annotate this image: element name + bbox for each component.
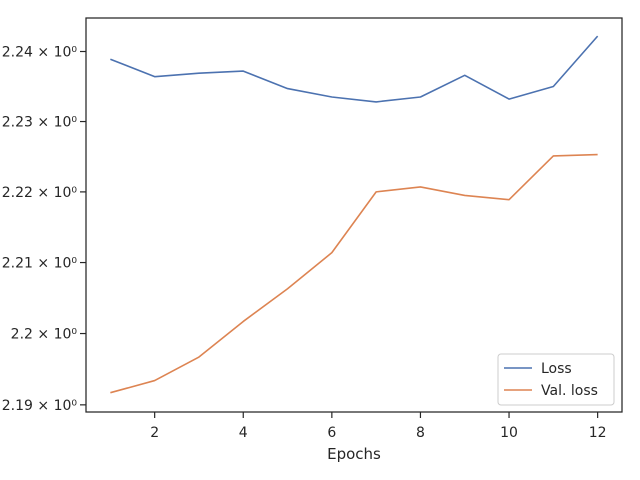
plot-area-frame	[85, 17, 623, 413]
y-axis-ticks: 2.19 × 10⁰ 2.2 × 10⁰ 2.21 × 10⁰ 2.22 × 10⁰ 2…	[2, 45, 86, 414]
y-tick-label: 2.23 × 10⁰	[2, 115, 78, 131]
x-axis-label: Epochs	[327, 445, 381, 463]
y-tick-label: 2.24 × 10⁰	[2, 45, 78, 61]
series-lines	[110, 35, 599, 394]
legend: Loss Val. loss	[497, 353, 615, 406]
series-line-loss	[110, 35, 599, 103]
x-tick-label: 4	[239, 425, 248, 441]
x-axis-ticks: 2 4 6 8 10 12	[150, 412, 607, 441]
series-line-val-loss	[110, 153, 598, 394]
legend-box	[497, 353, 615, 406]
x-tick-label: 2	[150, 425, 159, 441]
y-tick-label: 2.21 × 10⁰	[2, 256, 78, 272]
legend-label: Val. loss	[541, 383, 598, 399]
x-tick-label: 12	[589, 425, 607, 441]
x-tick-label: 10	[500, 425, 518, 441]
x-tick-label: 6	[327, 425, 336, 441]
y-tick-label: 2.19 × 10⁰	[2, 398, 78, 414]
legend-label: Loss	[541, 361, 572, 377]
x-tick-label: 8	[416, 425, 425, 441]
y-tick-label: 2.22 × 10⁰	[2, 185, 78, 201]
y-tick-label: 2.2 × 10⁰	[11, 327, 78, 343]
